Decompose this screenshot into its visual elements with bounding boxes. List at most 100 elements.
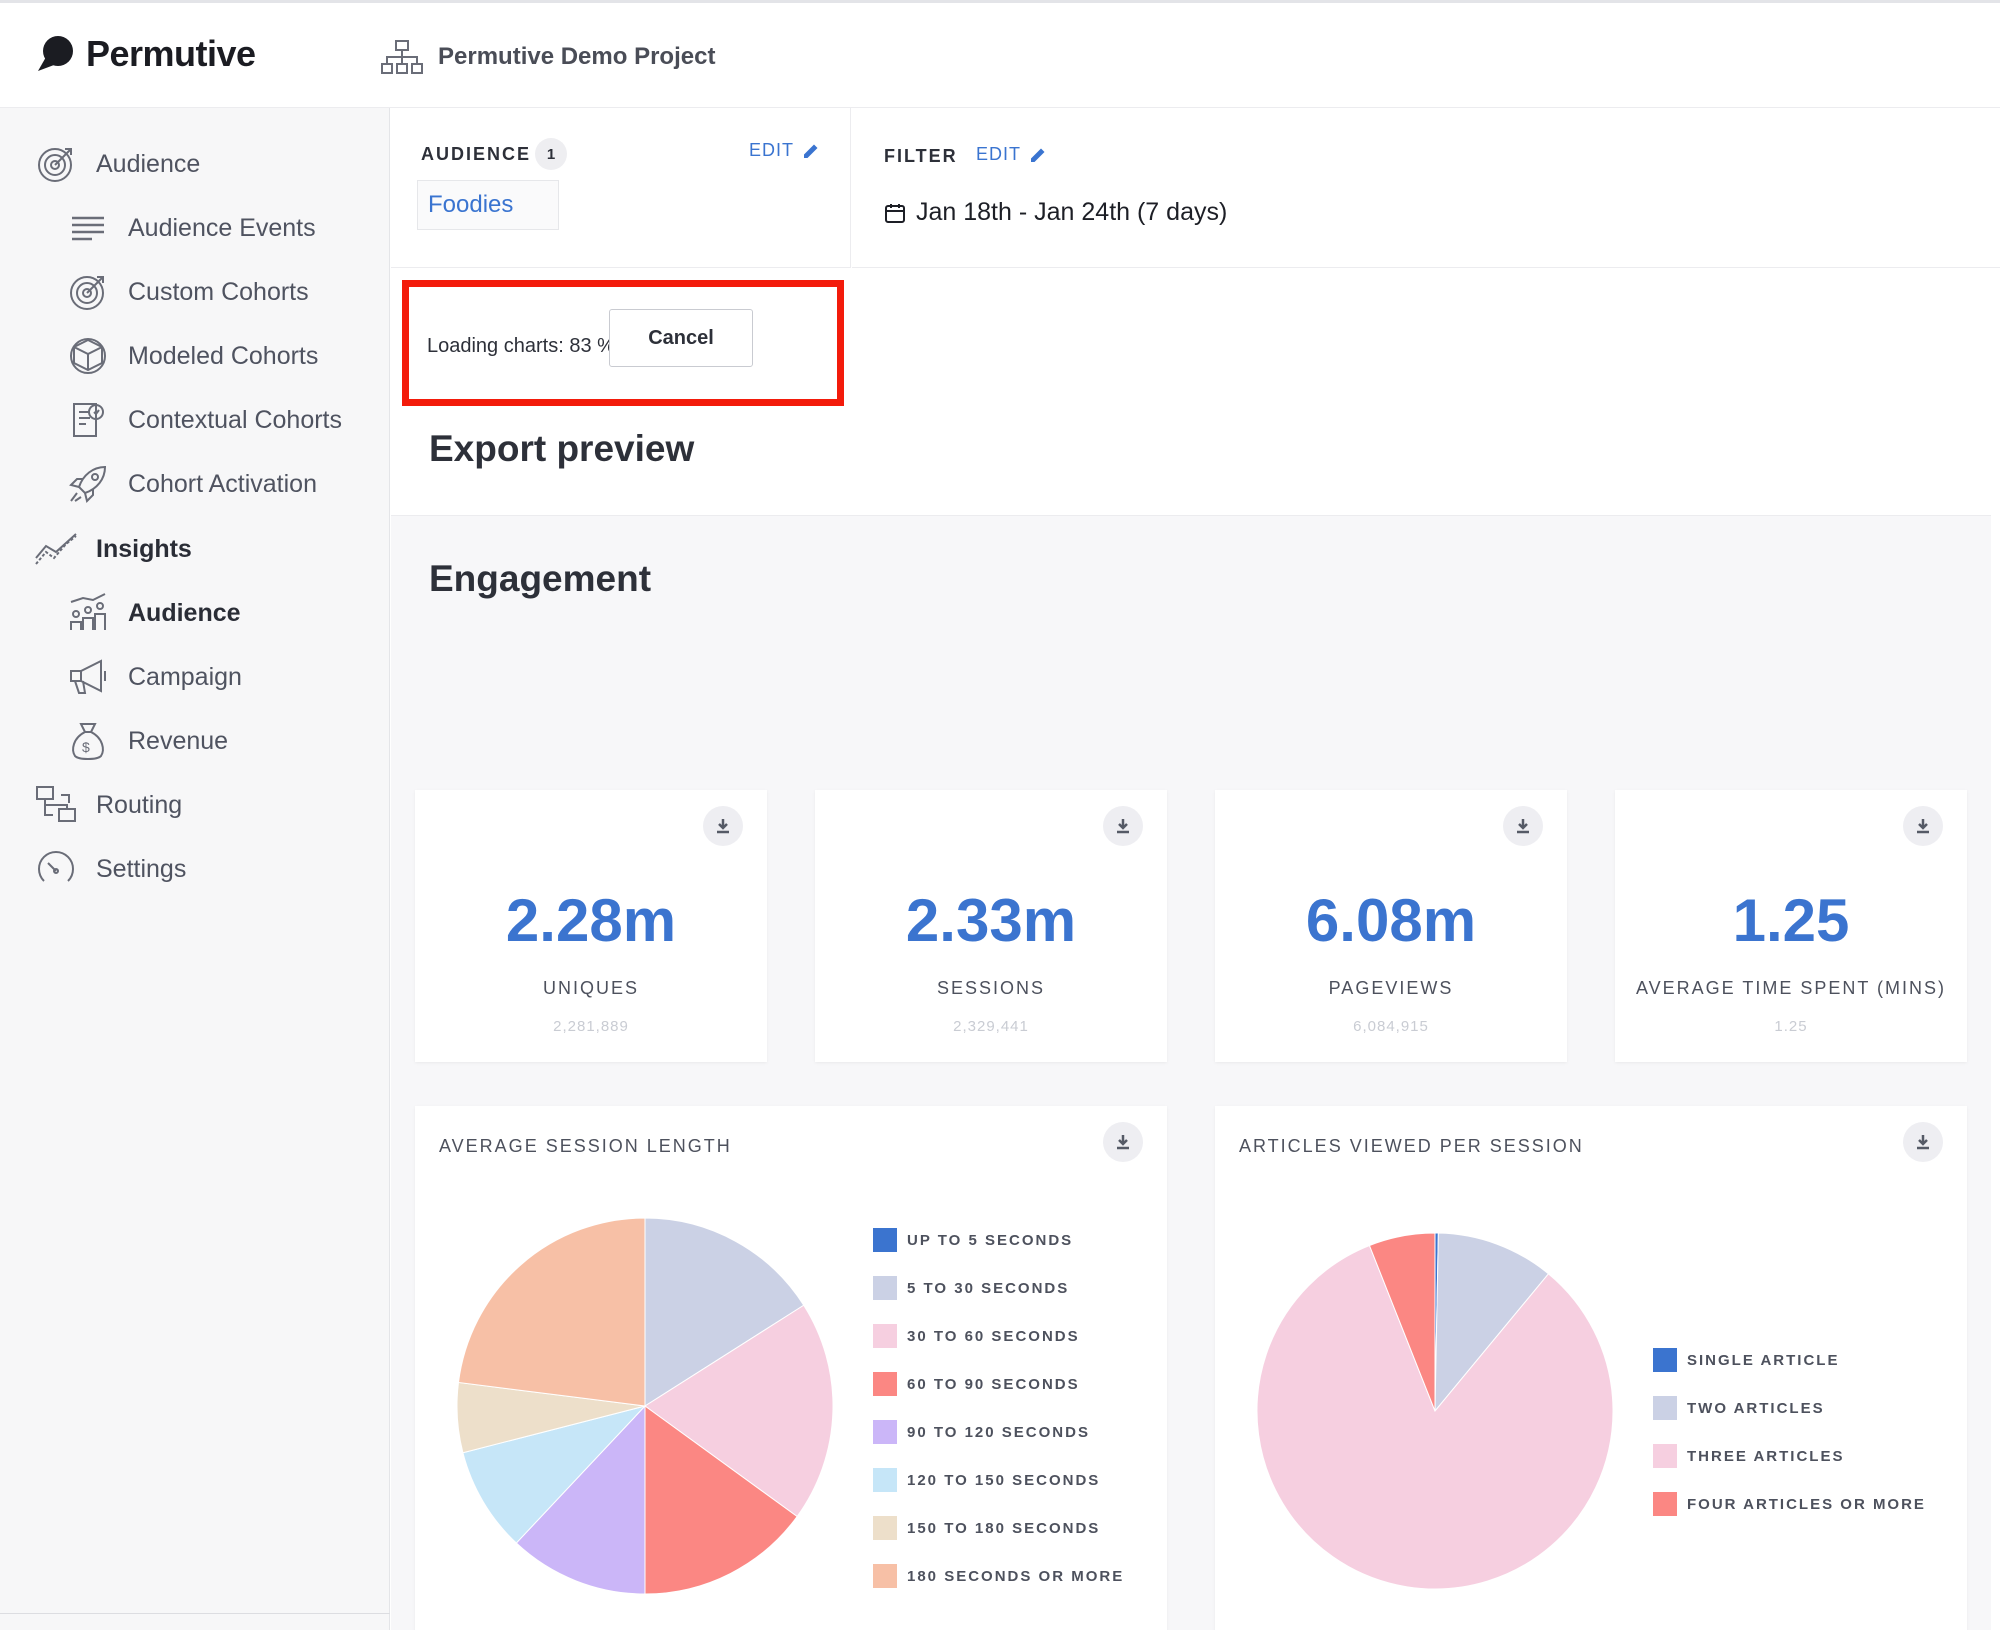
chart-legend: UP TO 5 SECONDS 5 TO 30 SECONDS 30 TO 60 S…	[873, 1216, 1124, 1600]
download-button[interactable]	[1903, 806, 1943, 846]
legend-item[interactable]: THREE ARTICLES	[1653, 1432, 1926, 1480]
legend-label: SINGLE ARTICLE	[1687, 1351, 1840, 1369]
cube-icon	[66, 334, 110, 378]
download-button[interactable]	[703, 806, 743, 846]
audience-edit-link[interactable]: EDIT	[749, 140, 820, 161]
edit-label: EDIT	[749, 140, 795, 160]
stat-value: 6.08m	[1305, 887, 1477, 954]
legend-label: 5 TO 30 SECONDS	[907, 1279, 1070, 1297]
sidebar-item-audience[interactable]: Audience	[34, 142, 200, 186]
pie-slice-90-to-120-seconds[interactable]	[515, 1404, 646, 1595]
legend-label: 150 TO 180 SECONDS	[907, 1519, 1101, 1537]
legend-label: 90 TO 120 SECONDS	[907, 1423, 1090, 1441]
pie-slice-60-to-90-seconds[interactable]	[644, 1405, 798, 1595]
download-icon	[1517, 819, 1529, 834]
trend-icon	[34, 527, 78, 571]
download-button[interactable]	[1103, 1122, 1143, 1162]
chart-legend: SINGLE ARTICLE TWO ARTICLES THREE ARTICLES…	[1653, 1336, 1926, 1528]
lines-icon	[66, 206, 110, 250]
sidebar-item-revenue[interactable]: $ Revenue	[66, 719, 228, 763]
download-button[interactable]	[1903, 1122, 1943, 1162]
sidebar-item-modeled-cohorts[interactable]: Modeled Cohorts	[66, 334, 318, 378]
legend-item[interactable]: 30 TO 60 SECONDS	[873, 1312, 1124, 1360]
date-range[interactable]: Jan 18th - Jan 24th (7 days)	[884, 198, 1227, 227]
legend-swatch	[873, 1372, 897, 1396]
legend-swatch	[873, 1228, 897, 1252]
project-selector[interactable]: Permutive Demo Project	[380, 39, 715, 75]
stat-label: SESSIONS	[936, 978, 1046, 998]
legend-item[interactable]: UP TO 5 SECONDS	[873, 1216, 1124, 1264]
sidebar-divider	[0, 1613, 390, 1614]
legend-item[interactable]: 180 SECONDS OR MORE	[873, 1552, 1124, 1600]
legend-swatch	[1653, 1492, 1677, 1516]
download-icon	[717, 819, 729, 834]
stat-label: AVERAGE TIME SPENT (MINS)	[1635, 978, 1947, 998]
stat-card-sessions: 2.33m SESSIONS 2,329,441	[815, 790, 1167, 1062]
sidebar-item-label: Audience Events	[128, 213, 316, 242]
legend-swatch	[1653, 1348, 1677, 1372]
legend-item[interactable]: 60 TO 90 SECONDS	[873, 1360, 1124, 1408]
pie-slice-30-to-60-seconds[interactable]	[644, 1304, 834, 1518]
filter-panel: FILTER EDIT Jan 18th - Jan 24th (7 days)	[852, 108, 2000, 268]
stat-label: PAGEVIEWS	[1328, 978, 1454, 998]
brand-name: Permutive	[86, 33, 256, 74]
legend-item[interactable]: 90 TO 120 SECONDS	[873, 1408, 1124, 1456]
megaphone-icon	[66, 655, 110, 699]
sidebar-item-label: Settings	[96, 854, 187, 883]
stat-raw-value: 1.25	[1774, 1018, 1808, 1035]
sidebar-item-settings[interactable]: Settings	[34, 847, 186, 891]
document-icon	[66, 398, 110, 442]
pie-slice-180-seconds-or-more[interactable]	[457, 1217, 646, 1407]
legend-item[interactable]: FOUR ARTICLES OR MORE	[1653, 1480, 1926, 1528]
legend-item[interactable]: TWO ARTICLES	[1653, 1384, 1926, 1432]
brand-logo[interactable]: Permutive	[36, 33, 256, 75]
pie-slice-5-to-30-seconds[interactable]	[644, 1217, 805, 1407]
audience-chart-icon	[66, 591, 110, 635]
pie-slice-three-articles[interactable]	[1256, 1244, 1614, 1590]
session-length-pie-chart	[456, 1217, 834, 1595]
stat-raw-value: 2,281,889	[553, 1018, 629, 1035]
chart-title: ARTICLES VIEWED PER SESSION	[1239, 1136, 1584, 1156]
sidebar-item-audience-events[interactable]: Audience Events	[66, 206, 316, 250]
sidebar-item-contextual-cohorts[interactable]: Contextual Cohorts	[66, 398, 342, 442]
sidebar: Audience Audience Events Custom Cohorts …	[0, 108, 390, 1630]
sidebar-item-label: Audience	[96, 149, 201, 178]
legend-swatch	[873, 1276, 897, 1300]
filter-edit-link[interactable]: EDIT	[976, 144, 1047, 165]
download-button[interactable]	[1503, 806, 1543, 846]
sidebar-item-label: Modeled Cohorts	[128, 341, 319, 370]
legend-item[interactable]: SINGLE ARTICLE	[1653, 1336, 1926, 1384]
target-icon	[34, 142, 78, 186]
chart-title: AVERAGE SESSION LENGTH	[439, 1136, 732, 1156]
legend-item[interactable]: 150 TO 180 SECONDS	[873, 1504, 1124, 1552]
sidebar-item-insights[interactable]: Insights	[34, 527, 192, 571]
articles-per-session-pie-chart	[1256, 1232, 1614, 1590]
chart-card-articles-per-session: ARTICLES VIEWED PER SESSION SINGLE ARTIC…	[1215, 1106, 1967, 1630]
audience-tag[interactable]: Foodies	[417, 180, 559, 230]
sidebar-item-cohort-activation[interactable]: Cohort Activation	[66, 462, 317, 506]
stat-raw-value: 6,084,915	[1353, 1018, 1429, 1035]
legend-label: UP TO 5 SECONDS	[907, 1231, 1074, 1249]
cancel-button[interactable]: Cancel	[609, 309, 753, 367]
legend-swatch	[873, 1420, 897, 1444]
pie-slice-120-to-150-seconds[interactable]	[462, 1405, 647, 1544]
sidebar-item-label: Custom Cohorts	[128, 277, 309, 306]
sidebar-item-routing[interactable]: Routing	[34, 783, 182, 827]
sidebar-item-label: Audience	[128, 598, 241, 627]
sidebar-item-label: Routing	[96, 790, 183, 819]
project-name: Permutive Demo Project	[438, 43, 716, 70]
loading-status: Loading charts: 83 %	[427, 335, 615, 357]
sidebar-item-label: Campaign	[128, 662, 242, 691]
legend-label: 60 TO 90 SECONDS	[907, 1375, 1080, 1393]
sidebar-item-insights-audience[interactable]: Audience	[66, 591, 241, 635]
download-button[interactable]	[1103, 806, 1143, 846]
sidebar-item-custom-cohorts[interactable]: Custom Cohorts	[66, 270, 309, 314]
pencil-icon	[804, 144, 818, 158]
pie-slice-two-articles[interactable]	[1434, 1232, 1550, 1413]
legend-item[interactable]: 120 TO 150 SECONDS	[873, 1456, 1124, 1504]
legend-item[interactable]: 5 TO 30 SECONDS	[873, 1264, 1124, 1312]
project-hierarchy-icon	[381, 40, 423, 74]
rocket-icon	[66, 462, 110, 506]
pie-slice-four-articles-or-more[interactable]	[1368, 1232, 1436, 1412]
sidebar-item-campaign[interactable]: Campaign	[66, 655, 242, 699]
